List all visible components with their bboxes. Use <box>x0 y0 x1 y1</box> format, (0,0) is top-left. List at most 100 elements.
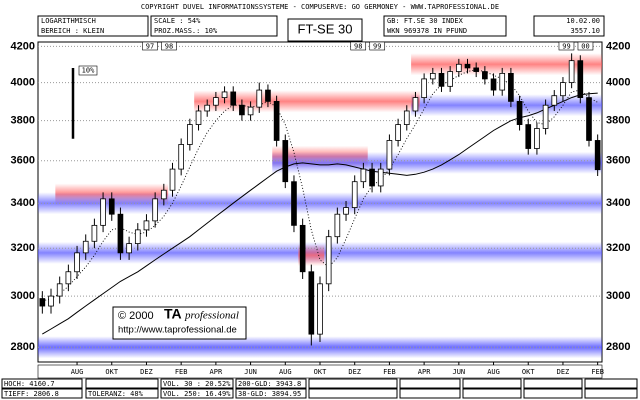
moving-average <box>42 92 598 335</box>
header-field: SCALE : 54% <box>154 17 201 25</box>
candle-body <box>551 95 558 106</box>
candle-body <box>351 181 358 208</box>
candle-body <box>204 104 211 112</box>
footer-box <box>1 378 83 389</box>
y-tick-label: 3600 <box>11 155 35 167</box>
candle-body <box>421 78 427 98</box>
x-tick-label: JUN <box>244 368 257 376</box>
y-tick-label: 2800 <box>11 341 35 353</box>
y-tick-label: 4000 <box>11 77 35 89</box>
candle-body <box>152 198 158 222</box>
header-box <box>533 15 605 37</box>
x-tick-label: AUG <box>487 368 500 376</box>
candle-body <box>594 140 601 171</box>
candle-body <box>438 72 445 87</box>
candle-body <box>282 140 289 183</box>
year-mark-box <box>577 41 594 51</box>
footer-box <box>399 388 461 399</box>
watermark-year: © 2000 <box>118 310 154 322</box>
title-box <box>287 18 363 42</box>
year-mark-box <box>142 41 158 51</box>
candle-body <box>221 91 228 98</box>
footer-box <box>523 378 583 389</box>
y-tick-label: 3800 <box>11 115 35 127</box>
candle-body <box>195 110 202 125</box>
zone <box>272 151 602 174</box>
candle-body <box>213 97 219 106</box>
year-mark-box <box>369 41 386 51</box>
scale-bar-box <box>78 65 98 76</box>
candle-body <box>308 271 315 335</box>
footer-box <box>584 378 638 389</box>
y-tick-label: 3200 <box>11 242 35 254</box>
footer-box <box>160 378 234 389</box>
candle-body <box>369 168 375 187</box>
candle-body <box>239 104 245 116</box>
year-mark: 00 <box>581 43 589 51</box>
candle-body <box>56 283 63 297</box>
candle-body <box>568 60 575 84</box>
footer-field: 200-GLD: 3943.8 <box>238 380 301 388</box>
y-tick-label: 3000 <box>11 290 35 302</box>
candle-body <box>334 213 341 238</box>
x-tick-label: FEB <box>383 368 396 376</box>
header-field: WKN 969378 IN PFUND <box>387 27 467 35</box>
year-mark: 99 <box>562 43 570 51</box>
candle-body <box>412 97 419 112</box>
candle-body <box>100 198 106 226</box>
footer-field: VOL. 30 : 20.52% <box>163 380 231 388</box>
candle-body <box>265 89 271 102</box>
candle-body <box>48 295 54 307</box>
candle-body <box>117 213 124 254</box>
footer-box <box>235 388 307 399</box>
candle-body <box>74 252 80 273</box>
footer-box <box>308 388 398 399</box>
y-tick-label: 3400 <box>606 197 630 209</box>
year-mark: 97 <box>146 43 154 51</box>
candle-body <box>490 78 497 91</box>
candle-body <box>108 198 115 215</box>
candle-body <box>317 283 323 335</box>
candle-body <box>386 140 393 170</box>
candle-body <box>134 229 141 244</box>
footer-field: TIEFF: 2806.8 <box>4 390 59 398</box>
footer-field: TOLERANZ: 48% <box>88 390 144 398</box>
candle-body <box>516 100 523 125</box>
x-tick-label: FEB <box>591 368 604 376</box>
candle-body <box>499 72 506 91</box>
header-field: PROZ.MASS.: 10% <box>154 27 218 35</box>
header-box <box>383 15 507 37</box>
candle-body <box>325 236 332 285</box>
footer-field: 38-GLD: 3894.95 <box>238 390 301 398</box>
x-tick-label: DEZ <box>348 368 361 376</box>
candle-body <box>143 220 150 231</box>
candle-body <box>395 124 401 141</box>
y-tick-label: 4200 <box>11 40 35 52</box>
candle-body <box>560 82 566 97</box>
footer-box <box>462 378 522 389</box>
x-tick-label: APR <box>210 368 223 376</box>
candle-body <box>464 63 471 69</box>
candle-body <box>542 104 549 129</box>
candle-body <box>360 168 367 183</box>
candle-body <box>256 89 263 108</box>
year-mark-box <box>558 41 575 51</box>
candle-body <box>343 207 349 215</box>
y-tick-label: 3400 <box>11 197 35 209</box>
candle-body <box>403 110 410 125</box>
footer-box <box>160 388 234 399</box>
header-field: 10.02.00 <box>566 17 600 25</box>
candle-body <box>577 60 584 98</box>
header-box <box>37 15 149 37</box>
footer-box <box>235 378 307 389</box>
candle-body <box>247 106 254 116</box>
header-field: 3557.10 <box>570 27 600 35</box>
year-mark-box <box>161 41 177 51</box>
chart-title: FT-SE 30 <box>298 21 353 36</box>
candle-body <box>230 91 237 106</box>
moving-average <box>42 69 598 302</box>
candle-body <box>456 63 462 72</box>
footer: HOCH: 4160.7 VOL. 30 : 20.52% 200-GLD: 3… <box>1 378 638 399</box>
header-box <box>150 15 278 37</box>
